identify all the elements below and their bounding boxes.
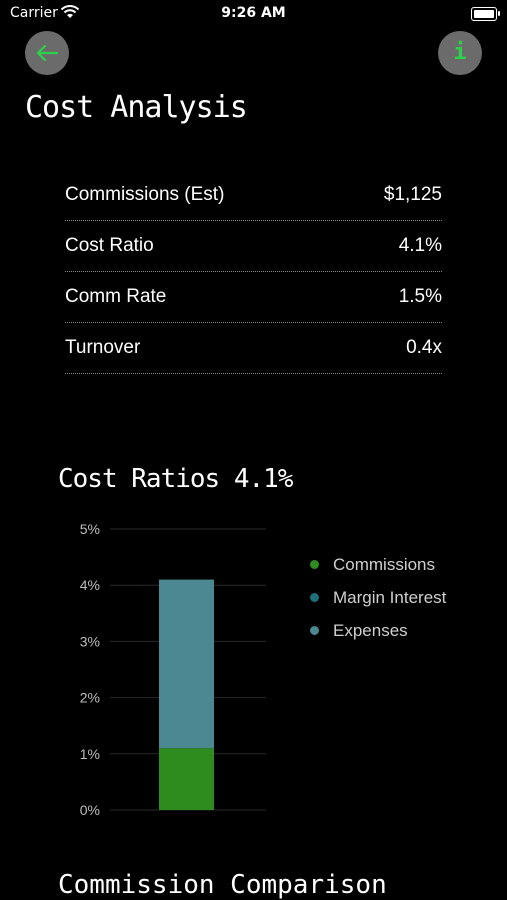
legend-dot [310,560,319,569]
legend-dot [310,626,319,635]
metric-label: Comm Rate [65,286,167,307]
info-icon: i [453,40,467,65]
cost-ratio-chart: 0% 1% 2% 3% 4% 5% [80,521,266,818]
y-tick-label: 3% [80,633,100,649]
metric-value: 1.5% [398,286,442,307]
y-tick-label: 4% [80,577,100,593]
metric-label: Commissions (Est) [65,184,225,205]
legend-label: Commissions [333,554,436,574]
clock: 9:26 AM [221,5,286,21]
legend-item-commissions: Commissions [310,548,446,581]
arrow-left-icon [36,44,59,62]
y-tick-label: 1% [80,746,100,762]
back-button[interactable] [25,31,69,75]
bar-segment-commissions [159,748,214,810]
wifi-icon [60,5,80,18]
y-tick-label: 0% [80,802,100,818]
status-bar: Carrier 9:26 AM [0,0,507,28]
metric-value: $1,125 [383,184,442,205]
metric-row-turnover: Turnover 0.4x [65,323,442,374]
info-button[interactable]: i [438,31,482,75]
legend-label: Margin Interest [333,587,447,607]
metric-value: 4.1% [398,235,442,256]
legend-item-margin-interest: Margin Interest [310,581,446,614]
metric-label: Cost Ratio [65,235,154,256]
metrics-list: Commissions (Est) $1,125 Cost Ratio 4.1%… [65,170,442,374]
carrier-label: Carrier [10,5,58,21]
metric-row-commissions: Commissions (Est) $1,125 [65,170,442,221]
chart-title: Cost Ratios 4.1% [58,464,293,494]
page-title: Cost Analysis [25,90,248,125]
metric-label: Turnover [65,337,141,358]
legend-label: Expenses [333,620,408,640]
bar-segment-expenses [159,579,214,749]
battery-icon [471,7,500,21]
legend-item-expenses: Expenses [310,614,446,647]
metric-row-comm-rate: Comm Rate 1.5% [65,272,442,323]
y-tick-label: 5% [80,521,100,537]
metric-value: 0.4x [406,337,442,358]
metric-row-cost-ratio: Cost Ratio 4.1% [65,221,442,272]
y-tick-label: 2% [80,690,100,706]
section-title-commission-comparison: Commission Comparison [58,870,387,900]
chart-legend: Commissions Margin Interest Expenses [310,548,446,647]
legend-dot [310,593,319,602]
